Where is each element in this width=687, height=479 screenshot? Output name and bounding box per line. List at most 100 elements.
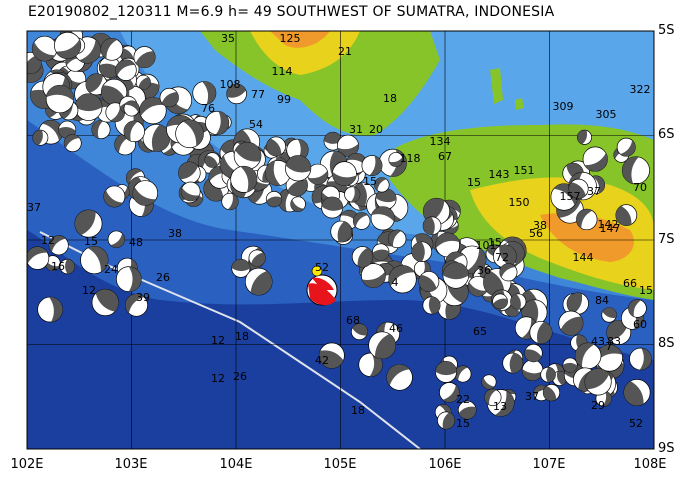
beachball	[91, 120, 111, 140]
beachball	[435, 361, 457, 383]
beachball	[558, 310, 584, 336]
beachball	[80, 245, 109, 275]
depth-label: 83	[607, 335, 621, 348]
depth-label: 22	[456, 393, 470, 406]
depth-label: 29	[591, 399, 605, 412]
beachball	[31, 35, 58, 62]
depth-label: 37	[587, 185, 601, 198]
beachball	[63, 134, 82, 153]
depth-label: 12	[211, 372, 225, 385]
main-event-mechanism: 52	[306, 261, 338, 306]
beachball	[45, 84, 75, 114]
depth-label: 13	[493, 400, 507, 413]
depth-label: 15	[639, 284, 653, 297]
depth-label: 65	[473, 325, 487, 338]
beachball	[629, 347, 652, 371]
beachball	[74, 93, 103, 121]
depth-label: 31	[349, 123, 363, 136]
beachball	[435, 232, 460, 258]
depth-label: 18	[351, 404, 365, 417]
beachball	[123, 100, 140, 117]
beachball	[621, 156, 650, 185]
depth-label: 42	[315, 354, 329, 367]
depth-label: 37	[525, 390, 539, 403]
depth-label: 68	[346, 314, 360, 327]
depth-label: 84	[595, 294, 609, 307]
beachball	[139, 96, 167, 125]
beachball	[467, 275, 489, 297]
depth-label: 12	[82, 284, 96, 297]
depth-label: 15	[363, 175, 377, 188]
beachball	[568, 178, 589, 199]
sumatra-land	[200, 31, 440, 136]
depth-label: 118	[400, 152, 421, 165]
depth-label: 309	[553, 100, 574, 113]
beachball	[125, 293, 148, 317]
beachball	[562, 357, 578, 373]
depth-label: 99	[277, 93, 291, 106]
beachball	[48, 235, 69, 256]
beachball	[582, 146, 608, 172]
beachball	[457, 400, 477, 420]
depth-label: 305	[596, 108, 617, 121]
beachball	[481, 374, 497, 390]
lat-label-5s: 5S	[658, 23, 675, 38]
beachball	[74, 209, 103, 238]
beachball	[32, 129, 49, 146]
beachball	[132, 180, 159, 206]
depth-label: 24	[104, 263, 118, 276]
depth-label: 76	[201, 102, 215, 115]
beachball	[454, 365, 472, 383]
beachball	[372, 243, 390, 261]
beachball	[266, 136, 286, 157]
beachball	[361, 263, 386, 288]
depth-label: 26	[156, 271, 170, 284]
beachball	[230, 165, 258, 193]
beachball	[290, 196, 306, 212]
depth-label: 54	[249, 118, 263, 131]
beachball	[27, 246, 50, 270]
lon-label-103e: 103E	[114, 457, 148, 472]
depth-label: 70	[633, 181, 647, 194]
sumatra-highland	[250, 31, 360, 75]
depth-label: 48	[129, 236, 143, 249]
beachball	[574, 342, 602, 370]
beachball	[628, 299, 647, 318]
depth-label: 52	[629, 417, 643, 430]
beachball	[375, 188, 397, 210]
lon-label-102e: 102E	[10, 457, 44, 472]
beachball	[502, 352, 524, 374]
beachball	[103, 185, 126, 208]
lat-label-7s: 7S	[658, 232, 675, 247]
map-frame	[26, 30, 655, 450]
beachball	[542, 384, 561, 402]
beachball	[192, 81, 217, 105]
depth-label: 56	[529, 227, 543, 240]
beachball-layer	[27, 31, 652, 430]
depth-label: 15	[488, 236, 502, 249]
depth-label: 114	[272, 65, 293, 78]
beachball	[439, 382, 460, 403]
beachball	[388, 152, 404, 167]
beachball	[484, 388, 502, 407]
depth-label: 38	[168, 227, 182, 240]
depth-label: 16	[255, 16, 269, 29]
lat-label-8s: 8S	[658, 336, 675, 351]
beachball	[358, 352, 383, 377]
map-title: E20190802_120311 M=6.9 h= 49 SOUTHWEST O…	[28, 4, 555, 20]
depth-label: 150	[509, 196, 530, 209]
depth-label: 101	[476, 239, 497, 252]
depth-label: 15	[84, 235, 98, 248]
beachball	[91, 288, 119, 317]
beachball	[442, 262, 470, 289]
lon-label-107e: 107E	[532, 457, 566, 472]
beachball	[388, 265, 417, 294]
beachball	[159, 87, 179, 108]
beachball	[529, 320, 553, 344]
lon-label-104e: 104E	[219, 457, 253, 472]
beachball	[285, 174, 308, 197]
depth-label: 26	[233, 370, 247, 383]
depth-label: 39	[136, 291, 150, 304]
beachball	[370, 206, 395, 231]
